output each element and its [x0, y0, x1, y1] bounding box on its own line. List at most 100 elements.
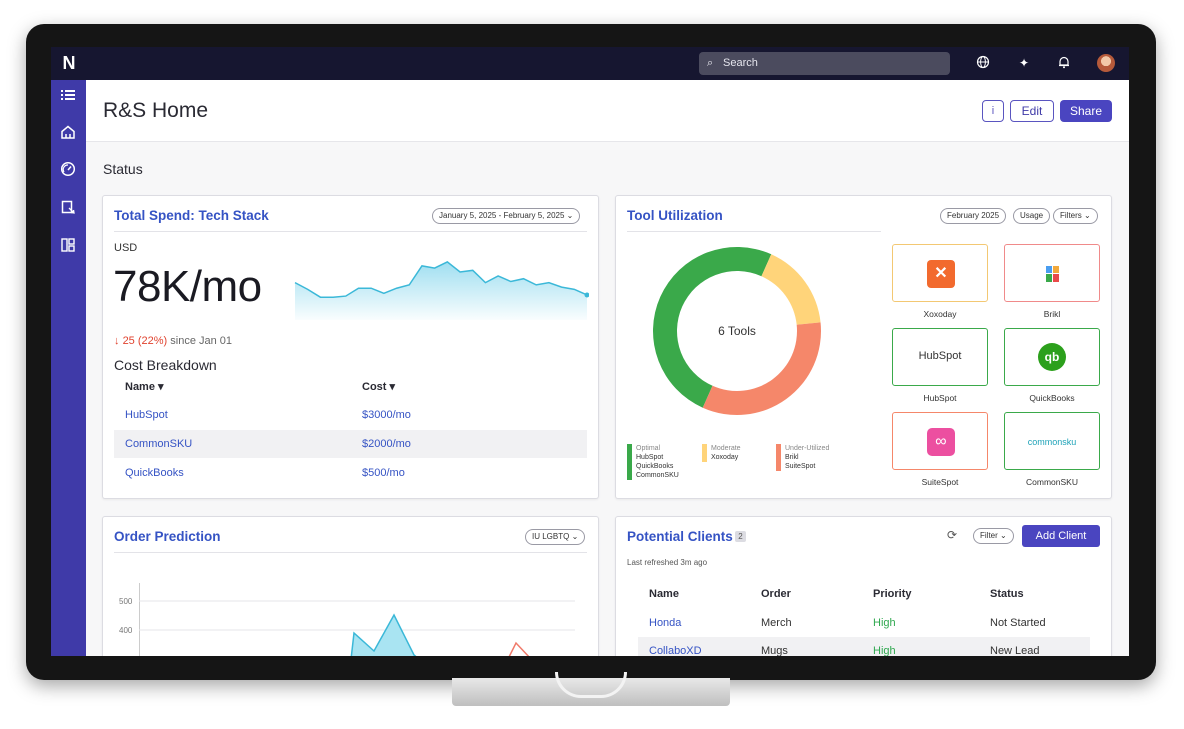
tool-tile-brikl[interactable]	[1004, 244, 1100, 302]
sparkle-icon[interactable]: ✦	[1018, 56, 1030, 70]
table-row[interactable]: QuickBooks $500/mo	[114, 459, 587, 487]
sidebar	[51, 80, 86, 656]
legend-item: SuiteSpot	[785, 463, 816, 470]
segment-label: IU LGBTQ	[532, 532, 570, 541]
tool-tile-label: QuickBooks	[1029, 393, 1075, 403]
hubspot-logo-icon: HubSpot	[918, 350, 962, 362]
tool-tile-label: CommonSKU	[1026, 477, 1078, 487]
column-header-status[interactable]: Status	[990, 588, 1024, 600]
layout-icon[interactable]	[59, 237, 77, 255]
commonsku-logo-icon: commonsku	[1027, 437, 1077, 447]
tool-cost[interactable]: $2000/mo	[362, 438, 411, 450]
currency-label: USD	[114, 242, 138, 254]
tool-tile-suitespot[interactable]: ∞	[892, 412, 988, 470]
client-status: New Lead	[990, 645, 1040, 656]
prediction-line	[508, 641, 530, 656]
tool-utilization-card: Tool Utilization February 2025 Usage Fil…	[615, 195, 1112, 499]
topbar: N ⌕ Search ✦	[51, 47, 1129, 80]
tool-name[interactable]: CommonSKU	[125, 438, 193, 450]
client-name[interactable]: Honda	[649, 617, 682, 629]
column-header-name[interactable]: Name	[649, 588, 679, 600]
reports-icon[interactable]	[59, 199, 77, 217]
filter-dropdown[interactable]: Filter ⌄	[973, 528, 1014, 544]
refresh-icon[interactable]: ⟳	[947, 528, 958, 542]
tool-tile-label: Xoxoday	[923, 309, 957, 319]
column-header-priority[interactable]: Priority	[873, 588, 912, 600]
legend-swatch	[776, 444, 781, 471]
prediction-area	[350, 613, 417, 656]
table-row[interactable]: Honda Merch High Not Started	[638, 609, 1090, 637]
down-arrow-icon: ↓	[114, 335, 120, 347]
menu-icon[interactable]	[59, 87, 77, 105]
globe-icon[interactable]	[975, 55, 991, 71]
tool-cost[interactable]: $3000/mo	[362, 409, 411, 421]
order-prediction-chart	[139, 583, 575, 656]
search-input[interactable]: ⌕ Search	[699, 52, 950, 75]
dashboard-gauge-icon[interactable]	[59, 161, 77, 179]
date-range-dropdown[interactable]: January 5, 2025 - February 5, 2025 ⌄	[432, 208, 581, 224]
legend-heading: Optimal	[636, 445, 661, 452]
page-title: R&S Home	[103, 99, 209, 122]
legend-item: Brikl	[785, 454, 799, 461]
tool-tile-xoxoday[interactable]: ✕	[892, 244, 988, 302]
xoxoday-logo-icon: ✕	[927, 260, 955, 288]
tool-tile-hubspot[interactable]: HubSpot	[892, 328, 988, 386]
spend-delta: ↓ 25 (22%) since Jan 01	[114, 335, 232, 347]
chevron-down-icon: ⌄	[1000, 531, 1007, 540]
sparkline-line	[294, 261, 588, 298]
total-spend-card: Total Spend: Tech Stack January 5, 2025 …	[102, 195, 599, 499]
legend-heading: Under-Utilized	[785, 445, 830, 452]
donut-slice-optimal[interactable]	[653, 247, 772, 408]
tool-cost[interactable]: $500/mo	[362, 467, 405, 479]
section-title: Status	[103, 161, 143, 177]
cost-header-label: Cost	[362, 381, 387, 393]
name-header-label: Name	[125, 381, 155, 393]
table-row[interactable]: HubSpot $3000/mo	[114, 401, 587, 429]
delta-suffix: since Jan 01	[170, 335, 233, 347]
chevron-down-icon: ⌄	[1084, 211, 1091, 220]
user-avatar[interactable]	[1097, 54, 1115, 72]
sort-caret-icon: ▾	[158, 381, 164, 393]
tool-tile-commonsku[interactable]: commonsku	[1004, 412, 1100, 470]
segment-dropdown[interactable]: IU LGBTQ ⌄	[525, 529, 586, 545]
donut-slice-under-utilized[interactable]	[702, 322, 821, 415]
tool-tile-label: HubSpot	[923, 393, 957, 403]
name-column-header[interactable]: Name ▾	[125, 380, 164, 393]
tool-tile-quickbooks[interactable]: qb	[1004, 328, 1100, 386]
share-button[interactable]: Share	[1060, 100, 1112, 122]
filters-dropdown[interactable]: Filters ⌄	[1053, 208, 1098, 224]
search-icon: ⌕	[707, 57, 714, 69]
chevron-down-icon: ⌄	[566, 211, 574, 220]
legend-heading: Moderate	[711, 445, 741, 452]
donut-center-label: 6 Tools	[718, 324, 756, 338]
donut-slice-moderate[interactable]	[761, 254, 821, 325]
total-spend-title: Total Spend: Tech Stack	[114, 208, 269, 223]
tool-tile-label: SuiteSpot	[921, 477, 959, 487]
sparkline-endpoint	[584, 292, 589, 298]
usage-pill[interactable]: Usage	[1013, 208, 1051, 224]
client-name[interactable]: CollaboXD	[649, 645, 702, 656]
last-refreshed: Last refreshed 3m ago	[627, 558, 708, 567]
total-spend-value: 78K/mo	[113, 262, 262, 311]
bell-icon[interactable]	[1056, 55, 1072, 71]
tool-name[interactable]: HubSpot	[125, 409, 168, 421]
delta-value: 25 (22%)	[122, 335, 168, 347]
info-button[interactable]: i	[982, 100, 1004, 122]
month-pill[interactable]: February 2025	[940, 208, 1007, 224]
tool-name[interactable]: QuickBooks	[125, 467, 184, 479]
search-placeholder: Search	[723, 57, 758, 69]
table-row[interactable]: CollaboXD Mugs High New Lead	[638, 637, 1090, 656]
add-client-button[interactable]: Add Client	[1022, 525, 1100, 547]
cost-column-header[interactable]: Cost ▾	[362, 380, 395, 393]
column-header-order[interactable]: Order	[761, 588, 791, 600]
legend-item: Xoxoday	[711, 454, 739, 461]
screen: N ⌕ Search ✦ R&S Home	[51, 47, 1129, 656]
app-logo[interactable]: N	[62, 53, 76, 73]
table-row[interactable]: CommonSKU $2000/mo	[114, 430, 587, 458]
tool-utilization-title: Tool Utilization	[627, 208, 723, 223]
client-status: Not Started	[990, 617, 1046, 629]
legend-item: HubSpot	[636, 454, 664, 461]
home-icon[interactable]	[59, 124, 77, 142]
info-icon: i	[991, 105, 995, 117]
edit-button[interactable]: Edit	[1010, 100, 1054, 122]
